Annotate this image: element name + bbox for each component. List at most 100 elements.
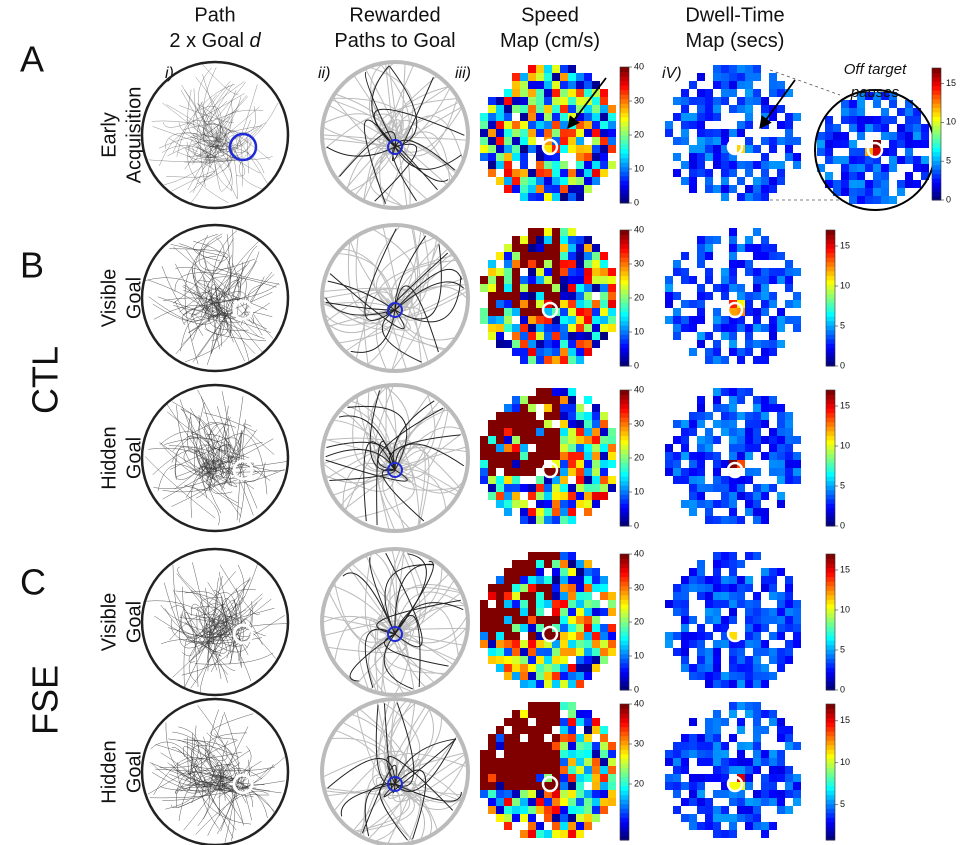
colorbar-step	[932, 151, 941, 157]
colorbar-step	[826, 626, 835, 632]
colorbar-step	[826, 426, 835, 432]
heat-cell	[512, 260, 520, 268]
trajectory	[190, 606, 224, 689]
heat-cell	[512, 73, 520, 81]
heat-cell	[600, 324, 608, 332]
heat-cell	[608, 145, 616, 153]
heat-cell	[488, 153, 496, 161]
heat-cell	[544, 193, 552, 201]
heat-cell	[536, 672, 544, 680]
heat-cell	[592, 316, 600, 324]
heat-cell	[881, 108, 889, 116]
heat-cell	[560, 452, 568, 460]
heat-cell	[488, 492, 496, 500]
heat-cell	[608, 105, 616, 113]
trajectory	[201, 63, 239, 95]
rewarded-path	[394, 281, 465, 311]
heat-cell	[697, 420, 705, 428]
colorbar-step	[620, 685, 629, 691]
heat-cell	[592, 169, 600, 177]
heat-cell	[592, 476, 600, 484]
colorbar-step	[620, 467, 629, 473]
heat-cell	[697, 822, 705, 830]
heat-cell	[544, 484, 552, 492]
heat-cell	[544, 680, 552, 688]
heat-cell	[592, 324, 600, 332]
heat-cell	[576, 584, 584, 592]
heat-cell	[777, 177, 785, 185]
colorbar-step	[620, 808, 629, 814]
colorbar-step	[826, 234, 835, 240]
colorbar-step	[826, 494, 835, 500]
heat-cell	[592, 105, 600, 113]
heat-cell	[536, 680, 544, 688]
heat-cell	[777, 798, 785, 806]
heat-cell	[681, 500, 689, 508]
trajectory	[173, 248, 212, 311]
heat-cell	[729, 758, 737, 766]
heat-cell	[761, 137, 769, 145]
heat-cell	[512, 500, 520, 508]
heat-cell	[721, 806, 729, 814]
heat-cell	[496, 97, 504, 105]
heat-cell	[544, 185, 552, 193]
heat-cell	[721, 750, 729, 758]
heat-cell	[600, 308, 608, 316]
heat-cell	[697, 648, 705, 656]
column-label: iV)	[662, 65, 682, 82]
colorbar-step	[620, 193, 629, 199]
heat-cell	[713, 452, 721, 460]
heat-cell	[560, 552, 568, 560]
heat-cell	[568, 228, 576, 236]
heat-cell	[697, 404, 705, 412]
heat-cell	[568, 276, 576, 284]
trajectory	[213, 589, 224, 613]
colorbar-step	[620, 394, 629, 400]
heat-cell	[769, 648, 777, 656]
heat-cell	[785, 89, 793, 97]
heat-cell	[721, 404, 729, 412]
colorbar-step	[826, 717, 835, 723]
heat-cell	[721, 97, 729, 105]
heat-cell	[761, 672, 769, 680]
heat-cell	[921, 132, 929, 140]
heat-cell	[592, 782, 600, 790]
heat-cell	[520, 137, 528, 145]
heat-cell	[576, 404, 584, 412]
heat-cell	[544, 656, 552, 664]
heat-cell	[584, 348, 592, 356]
heat-cell	[592, 145, 600, 153]
heat-cell	[777, 276, 785, 284]
heat-cell	[576, 484, 584, 492]
heat-cell	[729, 552, 737, 560]
heat-cell	[745, 428, 753, 436]
heat-cell	[520, 185, 528, 193]
colorbar-step	[826, 772, 835, 778]
heat-cell	[528, 632, 536, 640]
heat-cell	[753, 656, 761, 664]
trajectory	[183, 291, 247, 326]
heat-cell	[833, 140, 841, 148]
heat-cell	[769, 584, 777, 592]
heat-cell	[504, 284, 512, 292]
heat-cell	[777, 428, 785, 436]
colorbar-tick-label: 10	[634, 326, 644, 336]
heat-cell	[729, 782, 737, 790]
colorbar-step	[826, 298, 835, 304]
heat-cell	[745, 452, 753, 460]
heat-cell	[528, 404, 536, 412]
colorbar-step	[826, 803, 835, 809]
trajectory	[187, 705, 228, 761]
heat-cell	[777, 324, 785, 332]
arena	[140, 383, 290, 533]
heat-cell	[729, 308, 737, 316]
row-label: Hidden	[98, 426, 120, 489]
heat-cell	[536, 822, 544, 830]
heat-cell	[488, 332, 496, 340]
heat-cell	[528, 268, 536, 276]
colorbar-tick-label: 20	[634, 292, 644, 302]
heat-cell	[560, 500, 568, 508]
heat-cell	[608, 476, 616, 484]
heat-cell	[544, 177, 552, 185]
heat-cell	[608, 592, 616, 600]
